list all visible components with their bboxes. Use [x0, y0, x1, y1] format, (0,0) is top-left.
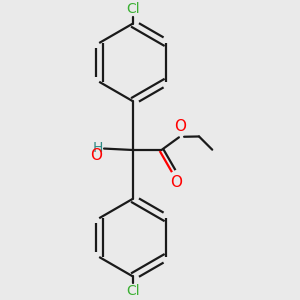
Text: O: O [91, 148, 103, 163]
Text: Cl: Cl [126, 284, 140, 298]
Text: Cl: Cl [126, 2, 140, 16]
Text: O: O [174, 119, 186, 134]
Text: H: H [92, 141, 103, 155]
Text: O: O [171, 175, 183, 190]
